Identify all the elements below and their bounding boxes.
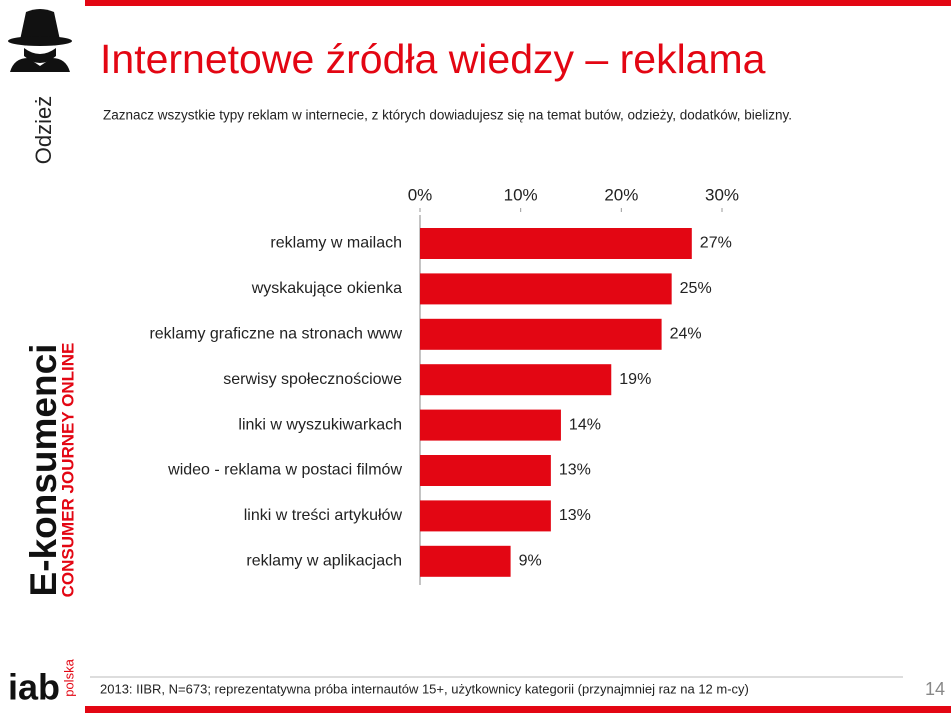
bar — [420, 273, 672, 305]
chart-title: Internetowe źródła wiedzy – reklama — [100, 36, 766, 82]
spy-icon — [8, 9, 72, 72]
footer-source: 2013: IIBR, N=673; reprezentatywna próba… — [100, 681, 749, 696]
bar — [420, 364, 612, 396]
value-label: 25% — [680, 280, 712, 297]
logo: iab — [8, 667, 60, 708]
bar — [420, 318, 662, 350]
value-label: 19% — [619, 371, 651, 388]
page-number: 14 — [925, 679, 945, 699]
x-tick-label: 20% — [604, 185, 638, 204]
bar — [420, 545, 511, 577]
bar — [420, 500, 551, 532]
category-label: reklamy w mailach — [270, 235, 402, 252]
value-label: 9% — [519, 553, 542, 570]
brand: E-konsumenci — [23, 344, 64, 597]
section-label: Odzież — [31, 96, 56, 164]
category-label: linki w wyszukiwarkach — [238, 416, 402, 433]
bar — [420, 455, 551, 486]
x-tick-label: 0% — [408, 185, 433, 204]
value-label: 14% — [569, 416, 601, 433]
bar — [420, 228, 692, 259]
value-label: 27% — [700, 235, 732, 252]
category-label: linki w treści artykułów — [244, 507, 403, 524]
category-label: wideo - reklama w postaci filmów — [167, 462, 402, 479]
value-label: 13% — [559, 507, 591, 524]
category-label: serwisy społecznościowe — [223, 371, 402, 388]
bottom-bar — [85, 706, 951, 713]
top-bar — [85, 0, 951, 6]
value-label: 24% — [670, 326, 702, 343]
x-tick-label: 30% — [705, 185, 739, 204]
category-label: reklamy graficzne na stronach www — [149, 326, 402, 343]
logo-sub: polska — [61, 658, 76, 696]
tagline: CONSUMER JOURNEY ONLINE — [58, 343, 77, 598]
category-label: wyskakujące okienka — [251, 280, 402, 297]
x-tick-label: 10% — [504, 185, 538, 204]
chart-subtitle: Zaznacz wszystkie typy reklam w internec… — [103, 108, 792, 123]
category-label: reklamy w aplikacjach — [246, 553, 402, 570]
bar — [420, 409, 561, 441]
value-label: 13% — [559, 462, 591, 479]
